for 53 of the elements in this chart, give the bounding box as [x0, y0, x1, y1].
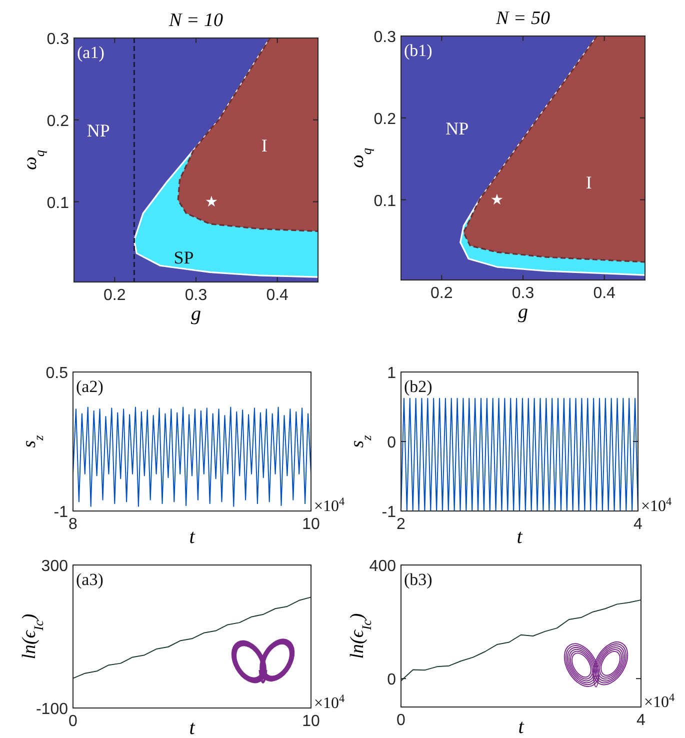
x-tick-label: 0.4 [266, 287, 289, 304]
x-tick-label: 0.2 [104, 287, 126, 304]
annotation: (a3) [76, 570, 104, 589]
y-tick-label: 0.3 [46, 31, 70, 48]
x-tick-label: 8 [68, 516, 78, 533]
x-axis-title: g [191, 303, 201, 325]
annotation: NP [446, 118, 469, 139]
x-tick-label: 0.2 [430, 285, 453, 302]
y-tick-label: 0.5 [46, 365, 68, 382]
annotation: SP [174, 248, 194, 268]
x-tick-label: 0.3 [184, 287, 208, 304]
x-axis-title: g [518, 301, 528, 323]
annotation: (a2) [76, 377, 104, 396]
x-axis-title: t [518, 716, 524, 738]
y-tick-label: 400 [369, 558, 396, 575]
x-tick-label: 10 [302, 713, 320, 730]
x-axis-title: t [189, 526, 196, 548]
y-tick-label: 300 [41, 558, 68, 575]
annotation: (b1) [404, 41, 432, 60]
text: ×10$^{4}$ [314, 496, 346, 515]
y-tick-label: 0.3 [374, 29, 396, 46]
x-tick-label: 10 [302, 516, 320, 533]
line-series [72, 596, 312, 679]
text: ×10$^{4}$ [314, 693, 346, 712]
text: ×10$^{4}$ [644, 692, 676, 711]
annotation: (b3) [404, 570, 432, 589]
x-tick-label: 2 [396, 516, 406, 533]
chart-title: N = 50 [495, 8, 550, 29]
x-axis-title: t [189, 717, 196, 738]
annotation: NP [86, 120, 110, 141]
y-tick-label: 0.1 [374, 192, 396, 210]
y-tick-label: 0 [387, 672, 396, 689]
x-tick-label: 0.3 [512, 285, 534, 302]
annotation: (b2) [404, 377, 432, 396]
text: ×10$^{4}$ [641, 496, 672, 515]
y-tick-label: -100 [36, 701, 68, 718]
y-tick-label: -1 [382, 504, 396, 521]
line-series [72, 406, 312, 507]
line-series [400, 599, 642, 682]
x-tick-label: 0.4 [593, 285, 616, 302]
x-axis-title: t [516, 526, 523, 548]
annotation: (a1) [77, 43, 104, 62]
y-tick-label: -1 [54, 504, 68, 521]
x-tick-label: 4 [636, 712, 646, 729]
y-tick-label: 0.2 [374, 110, 396, 128]
y-tick-label: 0 [387, 434, 396, 452]
x-tick-label: 4 [634, 516, 643, 533]
annotation: I [586, 172, 592, 192]
annotation: I [261, 135, 268, 156]
y-tick-label: 0.2 [46, 112, 70, 130]
chart-title: N = 10 [168, 10, 224, 31]
y-tick-label: 0.1 [46, 194, 70, 212]
y-tick-label: 1 [387, 365, 396, 382]
